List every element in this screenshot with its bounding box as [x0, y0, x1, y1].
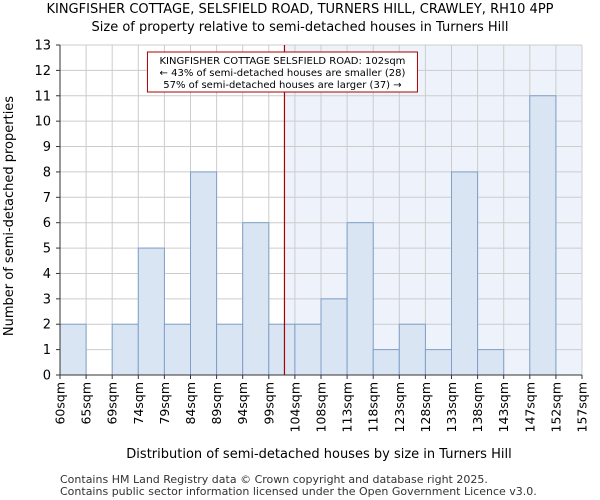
y-tick-label: 10 [34, 115, 51, 130]
x-tick-label: 69sqm [105, 382, 120, 425]
x-tick-label: 133sqm [444, 382, 459, 432]
x-axis-label: Distribution of semi-detached houses by … [126, 447, 511, 462]
x-tick-label: 157sqm [575, 382, 590, 432]
annotation-line: 57% of semi-detached houses are larger (… [163, 80, 401, 91]
y-tick-label: 6 [43, 216, 51, 231]
x-tick-label: 65sqm [79, 382, 94, 425]
annotation-line: ← 43% of semi-detached houses are smalle… [160, 68, 406, 79]
histogram-bar [346, 222, 374, 376]
y-tick-label: 5 [43, 242, 51, 257]
x-tick-label: 152sqm [548, 382, 563, 432]
x-tick-label: 89sqm [209, 382, 224, 425]
histogram-bar [529, 95, 557, 376]
x-tick-label: 84sqm [183, 382, 198, 425]
annotation-box [146, 51, 418, 93]
x-tick-label: 74sqm [131, 382, 146, 425]
chart-subtitle: Size of property relative to semi-detach… [91, 20, 509, 35]
histogram-bar [398, 323, 426, 376]
footer-licence: Contains public sector information licen… [60, 485, 537, 498]
annotation-line: KINGFISHER COTTAGE SELSFIELD ROAD: 102sq… [159, 56, 405, 67]
x-tick-label: 108sqm [314, 382, 329, 432]
histogram-bar [190, 171, 218, 376]
y-tick-label: 12 [34, 64, 51, 79]
y-tick-label: 0 [43, 369, 51, 384]
y-axis-label: Number of semi-detached properties [2, 96, 17, 336]
y-tick-label: 3 [43, 292, 51, 307]
histogram-bar [424, 349, 452, 376]
x-tick-label: 79sqm [157, 382, 172, 425]
y-tick-label: 2 [43, 318, 51, 333]
histogram-bar [59, 323, 87, 376]
histogram-bar [268, 323, 296, 376]
histogram-bar [137, 247, 165, 376]
y-tick-label: 4 [43, 267, 51, 282]
x-tick-label: 104sqm [287, 382, 302, 432]
x-tick-label: 99sqm [261, 382, 276, 425]
histogram-bar [294, 323, 322, 376]
histogram-bar [216, 323, 244, 376]
x-tick-label: 123sqm [392, 382, 407, 432]
y-tick-label: 13 [34, 39, 51, 54]
histogram-bar [320, 298, 348, 376]
histogram-bar [242, 222, 270, 376]
y-tick-label: 11 [34, 89, 51, 104]
x-tick-label: 60sqm [53, 382, 68, 425]
histogram-bar [163, 323, 191, 376]
histogram-bar [111, 323, 139, 376]
chart-title: KINGFISHER COTTAGE, SELSFIELD ROAD, TURN… [46, 2, 554, 17]
x-tick-label: 113sqm [340, 382, 355, 432]
x-tick-label: 118sqm [366, 382, 381, 432]
x-tick-label: 143sqm [496, 382, 511, 432]
histogram-bar [372, 349, 400, 376]
x-tick-label: 147sqm [522, 382, 537, 432]
x-tick-label: 138sqm [470, 382, 485, 432]
histogram-bar [451, 171, 479, 376]
y-tick-label: 7 [43, 191, 51, 206]
y-tick-label: 1 [43, 343, 51, 358]
y-tick-label: 9 [43, 140, 51, 155]
x-tick-label: 94sqm [235, 382, 250, 425]
histogram-bar [477, 349, 505, 376]
footer-copyright: Contains HM Land Registry data © Crown c… [60, 473, 488, 486]
y-tick-label: 8 [43, 165, 51, 180]
x-tick-label: 128sqm [418, 382, 433, 432]
